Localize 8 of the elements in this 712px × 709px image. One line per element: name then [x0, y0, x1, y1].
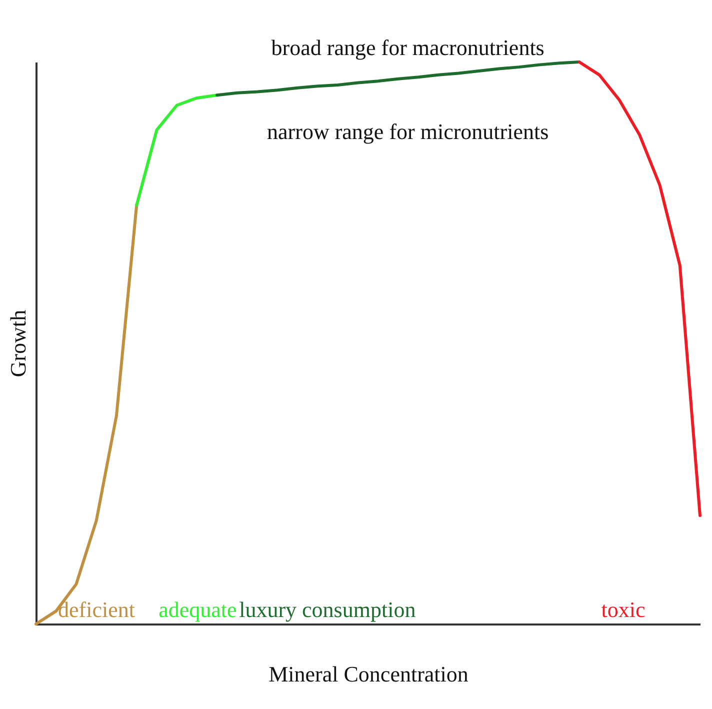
text: toxic: [601, 597, 646, 622]
annotation: narrow range for micronutrients: [267, 119, 549, 144]
x-axis-title: Mineral Concentration: [268, 662, 468, 686]
text: broad range for macronutrients: [271, 35, 544, 60]
text: luxury consumption: [239, 597, 416, 622]
series-label: deficient: [58, 597, 135, 622]
text: adequate: [158, 597, 237, 622]
y-axis-title: Growth: [6, 310, 30, 378]
